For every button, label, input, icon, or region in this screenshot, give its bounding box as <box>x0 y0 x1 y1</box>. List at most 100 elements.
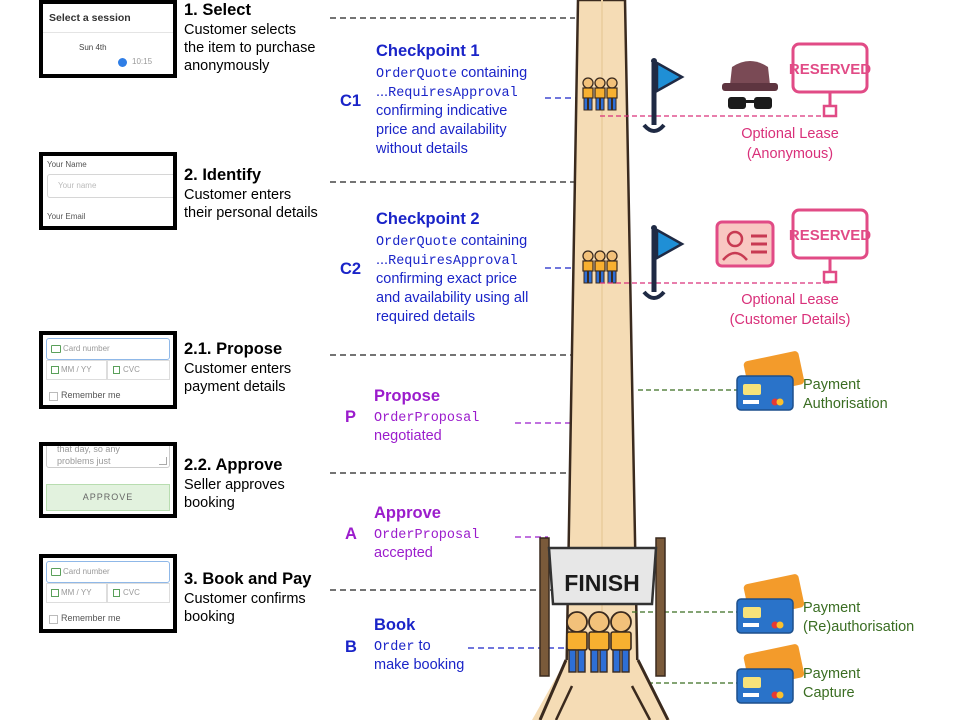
checkpoint-letter-b: B <box>345 638 357 656</box>
book-line2: make booking <box>374 657 465 673</box>
remember-checkbox[interactable] <box>49 392 58 401</box>
lease-anonymous-line1: Optional Lease <box>741 126 839 142</box>
approve-line1: OrderProposal <box>374 528 480 543</box>
notes-textarea[interactable]: that day, so any problems just <box>46 444 170 468</box>
step-1-desc: Customer selects the item to purchase an… <box>184 22 316 74</box>
propose-line2: negotiated <box>374 428 442 444</box>
payment-authorisation-line2: Authorisation <box>803 396 888 412</box>
notes-line-2: problems just <box>57 456 111 466</box>
checkpoint-1-line5: without details <box>376 141 468 157</box>
lock-icon <box>113 366 120 374</box>
finish-banner-label: FINISH <box>564 570 639 596</box>
payment-authorisation-line1: Payment <box>803 377 861 393</box>
approve-title: Approve <box>374 504 441 522</box>
remember-label: Remember me <box>61 390 121 400</box>
cvc-input[interactable]: CVC <box>106 583 170 603</box>
step-separators <box>330 17 575 591</box>
cvc-placeholder: CVC <box>123 365 140 374</box>
approve-button[interactable]: APPROVE <box>46 484 170 511</box>
expiry-placeholder: MM / YY <box>61 588 92 597</box>
expiry-input[interactable]: MM / YY <box>46 360 108 380</box>
runners-group-1-icon <box>582 77 618 111</box>
step-3-title: 3. Book and Pay <box>184 570 312 588</box>
card-placeholder: Card number <box>63 567 110 576</box>
payment-reauth-line2: (Re)authorisation <box>803 619 915 635</box>
expiry-placeholder: MM / YY <box>61 365 92 374</box>
approve-thumbnail: that day, so any problems just APPROVE <box>39 442 177 518</box>
runners-group-2-icon <box>582 250 618 284</box>
propose-line1: OrderProposal <box>374 411 480 426</box>
card-icon <box>51 345 61 353</box>
checkpoint-1-line2: ...RequiresApproval <box>376 84 518 101</box>
calendar-icon <box>51 366 59 374</box>
checkpoint-2-line5: required details <box>376 309 476 325</box>
notes-line-1: that day, so any <box>57 444 120 454</box>
propose-title: Propose <box>374 387 441 405</box>
checkpoint-2-line3: confirming exact price <box>376 271 518 287</box>
name-label: Your Name <box>47 160 87 169</box>
reserved-sign-2-label: RESERVED <box>789 227 871 244</box>
cvc-input[interactable]: CVC <box>106 360 170 380</box>
checkpoint-letter-a: A <box>345 525 357 543</box>
email-label: Your Email <box>47 212 86 221</box>
checkpoint-letter-c1: C1 <box>340 92 362 110</box>
checkpoint-2-line2: ...RequiresApproval <box>376 252 518 269</box>
checkpoint-2-title: Checkpoint 2 <box>376 210 480 228</box>
flag-2-icon <box>642 225 685 300</box>
cvc-placeholder: CVC <box>123 588 140 597</box>
finish-banner-icon: FINISH <box>539 537 666 677</box>
lease-anonymous-line2: (Anonymous) <box>746 146 834 162</box>
payment-connectors <box>632 389 740 684</box>
flag-1-icon <box>642 58 685 133</box>
payment-thumbnail: Card number MM / YY CVC Remember me <box>39 331 177 409</box>
credit-card-1-icon <box>736 351 805 411</box>
card-number-input[interactable]: Card number <box>46 561 170 583</box>
session-time: 10:15 <box>132 57 153 66</box>
payment-reauth-line1: Payment <box>803 600 861 616</box>
checkpoint-2-line4: and availability using all <box>376 290 529 306</box>
reserved-sign-2-icon: RESERVED <box>789 208 871 284</box>
id-card-icon <box>715 220 775 268</box>
select-session-thumbnail: Select a session Sun 4th 10:15 <box>39 0 177 78</box>
checkpoint-1-line4: price and availability <box>376 122 507 138</box>
credit-card-3-icon <box>736 644 805 704</box>
step-2-desc: Customer enters their personal details <box>184 187 318 221</box>
book-line1: Order to <box>374 638 431 655</box>
reserved-sign-1-label: RESERVED <box>789 61 871 78</box>
lease-customer-line2: (Customer Details) <box>729 312 851 328</box>
credit-card-2-icon <box>736 574 805 634</box>
reserved-sign-1-icon: RESERVED <box>789 42 871 118</box>
resize-handle-icon <box>159 457 167 465</box>
step-2-title: 2. Identify <box>184 166 262 184</box>
name-placeholder: Your name <box>58 181 97 190</box>
checkpoint-1-line1: OrderQuote containing <box>376 65 528 82</box>
session-radio-icon[interactable] <box>118 58 127 67</box>
remember-checkbox[interactable] <box>49 615 58 624</box>
checkpoint-2-line1: OrderQuote containing <box>376 233 528 250</box>
step-3-desc: Customer confirms booking <box>184 591 306 625</box>
step-2-1-title: 2.1. Propose <box>184 340 283 358</box>
spy-icon <box>722 61 778 109</box>
name-input[interactable]: Your name <box>47 174 173 198</box>
card-number-input[interactable]: Card number <box>46 338 170 360</box>
expiry-input[interactable]: MM / YY <box>46 583 108 603</box>
payment-capture-line2: Capture <box>803 685 855 701</box>
lock-icon <box>113 589 120 597</box>
step-2-1-desc: Customer enters payment details <box>184 361 292 395</box>
checkpoint-1-line3: confirming indicative <box>376 103 508 119</box>
step-2-2-title: 2.2. Approve <box>184 456 283 474</box>
card-icon <box>51 568 61 576</box>
lease-connectors <box>600 115 832 284</box>
divider <box>43 32 173 33</box>
book-title: Book <box>374 616 416 634</box>
step-1-title: 1. Select <box>184 1 251 19</box>
remember-label: Remember me <box>61 613 121 623</box>
select-session-heading: Select a session <box>49 12 131 24</box>
calendar-icon <box>51 589 59 597</box>
approve-line2: accepted <box>374 545 433 561</box>
session-date: Sun 4th <box>79 43 107 52</box>
runners-finish-icon <box>566 611 632 673</box>
payment-capture-line1: Payment <box>803 666 861 682</box>
book-thumbnail: Card number MM / YY CVC Remember me <box>39 554 177 633</box>
